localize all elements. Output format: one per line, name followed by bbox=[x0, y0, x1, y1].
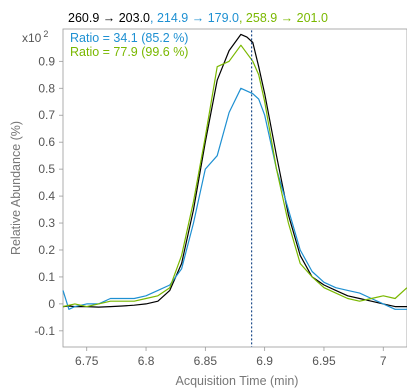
y-tick-label: 0.2 bbox=[38, 243, 55, 257]
y-tick-label: 0.9 bbox=[38, 54, 55, 68]
series-line-3 bbox=[62, 44, 407, 308]
y-tick-label: 0.3 bbox=[38, 216, 55, 230]
x-tick-label: 7 bbox=[380, 354, 387, 368]
transition-label: 260.9 → 203.0 bbox=[68, 11, 150, 25]
x-tick-label: 6.95 bbox=[312, 354, 336, 368]
transition-legend: 260.9 → 203.0, 214.9 → 179.0, 258.9 → 20… bbox=[68, 11, 328, 25]
ratio-label: Ratio = 34.1 (85.2 %) bbox=[70, 31, 188, 45]
series-line-2 bbox=[62, 87, 407, 310]
y-tick-label: 0.1 bbox=[38, 270, 55, 284]
series-line-1 bbox=[62, 33, 407, 308]
scale-multiplier-exponent: 2 bbox=[43, 29, 48, 39]
scale-multiplier: x10 2 bbox=[22, 29, 48, 45]
y-tick-label: 0.4 bbox=[38, 189, 55, 203]
y-tick-label: 0.6 bbox=[38, 135, 55, 149]
y-tick-label: 0.8 bbox=[38, 81, 55, 95]
y-tick-label: 0.7 bbox=[38, 108, 55, 122]
plot-area bbox=[62, 28, 407, 348]
y-tick-label: -0.1 bbox=[34, 324, 55, 338]
ratio-label: Ratio = 77.9 (99.6 %) bbox=[70, 45, 188, 59]
x-axis-label: Acquisition Time (min) bbox=[176, 374, 299, 388]
x-tick-label: 6.75 bbox=[75, 354, 99, 368]
series-lines bbox=[62, 33, 407, 310]
transition-label: , 258.9 → 201.0 bbox=[239, 11, 328, 25]
ratio-labels: Ratio = 34.1 (85.2 %)Ratio = 77.9 (99.6 … bbox=[70, 31, 188, 59]
transition-label: , 214.9 → 179.0 bbox=[150, 11, 239, 25]
x-axis: 6.75 6.8 6.85 6.9 6.95 7 bbox=[75, 347, 387, 368]
y-tick-label: 0.5 bbox=[38, 162, 55, 176]
x-tick-label: 6.9 bbox=[256, 354, 273, 368]
y-axis-label: Relative Abundance (%) bbox=[9, 121, 23, 255]
scale-multiplier-base: x10 bbox=[22, 31, 42, 45]
y-axis: -0.1 0 0.1 0.2 0.3 0.4 0.5 0.6 0.7 0.8 0.9 bbox=[34, 54, 63, 338]
x-tick-label: 6.8 bbox=[138, 354, 155, 368]
x-tick-label: 6.85 bbox=[194, 354, 218, 368]
y-tick-label: 0 bbox=[48, 297, 55, 311]
